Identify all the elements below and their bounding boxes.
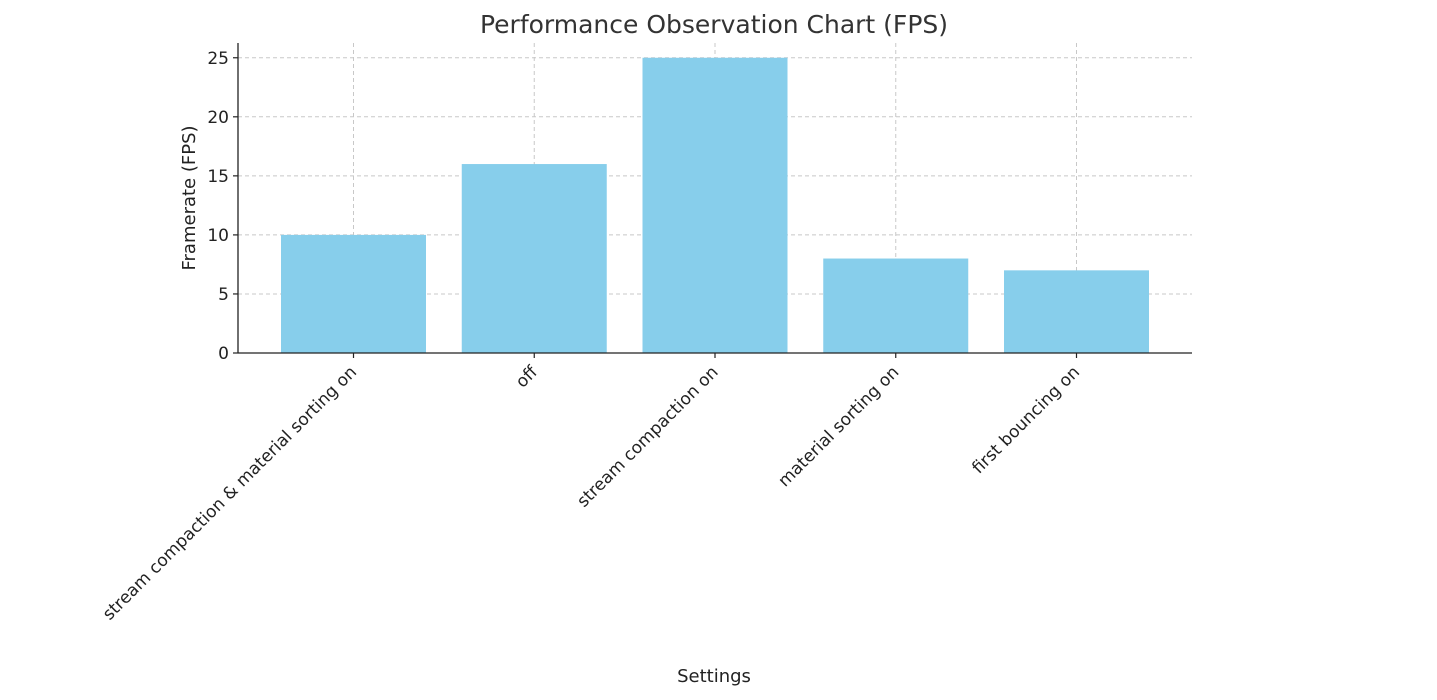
bar bbox=[461, 164, 607, 353]
bar bbox=[642, 57, 788, 354]
y-tick-label: 15 bbox=[207, 167, 229, 187]
x-tick-label: material sorting on bbox=[774, 362, 903, 491]
y-axis-label: Framerate (FPS) bbox=[179, 125, 200, 270]
x-tick-label: first bouncing on bbox=[968, 362, 1084, 478]
y-tick-label: 10 bbox=[207, 226, 229, 246]
x-axis-ticks: stream compaction & material sorting on o… bbox=[99, 353, 1084, 624]
x-tick-label: off bbox=[512, 361, 543, 392]
x-tick-label: stream compaction on bbox=[573, 362, 722, 511]
bar bbox=[281, 234, 426, 353]
bar bbox=[1004, 270, 1149, 353]
y-tick-label: 0 bbox=[218, 344, 229, 364]
bar bbox=[823, 258, 969, 353]
y-tick-label: 25 bbox=[207, 49, 229, 69]
x-axis-label: Settings bbox=[677, 666, 751, 687]
y-tick-label: 20 bbox=[207, 108, 229, 128]
bars bbox=[281, 57, 1149, 354]
x-tick-label: stream compaction & material sorting on bbox=[99, 362, 361, 624]
y-tick-label: 5 bbox=[218, 285, 229, 305]
chart-title: Performance Observation Chart (FPS) bbox=[480, 10, 948, 39]
y-axis-ticks: 0 5 10 15 20 25 bbox=[207, 49, 238, 364]
